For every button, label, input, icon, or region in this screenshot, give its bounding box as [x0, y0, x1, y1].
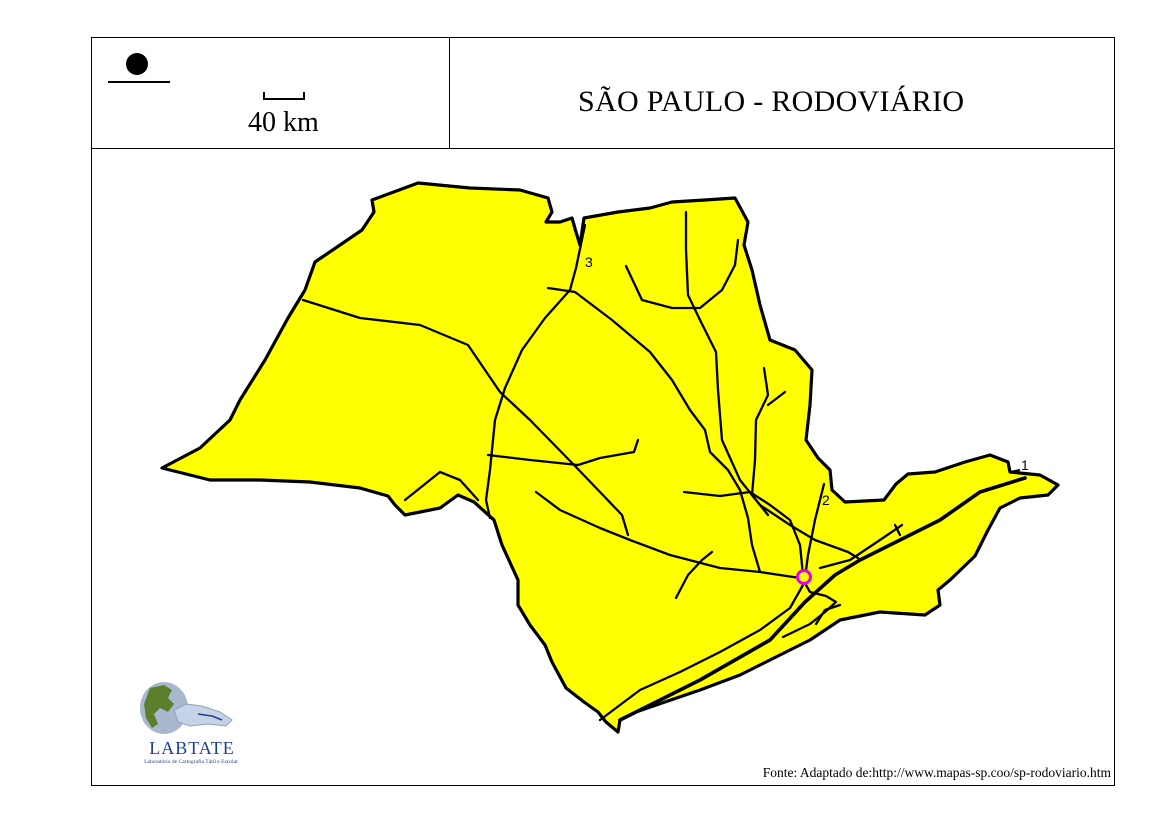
scale-label: 40 km — [248, 107, 319, 138]
source-credit: Fonte: Adaptado de:http://www.mapas-sp.c… — [763, 765, 1111, 781]
map-frame — [91, 37, 1115, 786]
road-ne-2 — [750, 366, 770, 517]
legend-line-symbol — [108, 81, 170, 83]
labtate-logo — [140, 682, 233, 734]
logo-subtitle: Laboratório de Cartografia Tátil e Escol… — [144, 759, 238, 765]
road-south-branch — [674, 550, 714, 600]
road-southeast-2 — [814, 603, 842, 626]
road-southeast — [781, 583, 838, 639]
road-label-3: 3 — [585, 254, 593, 270]
road-west-2 — [486, 438, 640, 467]
road-ne-1 — [624, 238, 740, 310]
road-center-sp — [682, 490, 805, 577]
road-east-2 — [893, 523, 902, 537]
road-2 — [803, 482, 826, 580]
source-prefix: Fonte: Adaptado de: — [762, 765, 873, 780]
road-3 — [484, 223, 587, 520]
road-label-1-leader — [1009, 469, 1021, 473]
road-central-2 — [684, 210, 860, 560]
road-east-1 — [818, 523, 904, 570]
road-ne-3 — [766, 390, 787, 407]
road-southwest — [534, 490, 802, 580]
road-main-coastal — [618, 476, 1027, 722]
road-southwest-2 — [403, 470, 480, 502]
road-central-1 — [546, 286, 762, 574]
road-west-trunk — [301, 298, 630, 537]
header-vertical-divider — [449, 37, 450, 148]
scale-bar — [263, 92, 305, 100]
road-label-2: 2 — [822, 492, 830, 508]
capital-city-marker — [796, 569, 812, 585]
logo-name: LABTATE — [149, 738, 235, 758]
legend-point-symbol — [126, 53, 148, 75]
map-title: SÃO PAULO - RODOVIÁRIO — [578, 85, 965, 118]
state-outline — [160, 181, 1060, 734]
continent-icon — [144, 685, 174, 728]
road-network — [301, 210, 1027, 722]
road-label-1: 1 — [1021, 457, 1029, 473]
source-url[interactable]: http://www.mapas-sp.coo/sp-rodoviario.ht… — [872, 765, 1111, 780]
road-south-2 — [598, 583, 805, 722]
header-divider — [91, 148, 1115, 149]
